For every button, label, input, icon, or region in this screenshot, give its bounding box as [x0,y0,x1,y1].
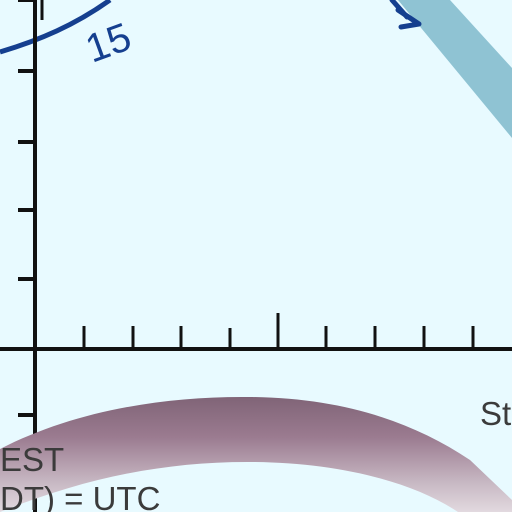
purple-arc-band [0,396,512,512]
timezone-note-line-1: EST [0,441,64,478]
horizontal-axis [0,313,512,351]
blue-curve [0,0,112,55]
curve-label: 15 [80,15,137,72]
timezone-note-line-2: DT) = UTC [0,480,160,512]
vertical-axis [18,0,44,512]
arrow-icon [395,7,422,30]
light-blue-band [398,0,512,138]
partial-right-label: St [480,395,511,432]
